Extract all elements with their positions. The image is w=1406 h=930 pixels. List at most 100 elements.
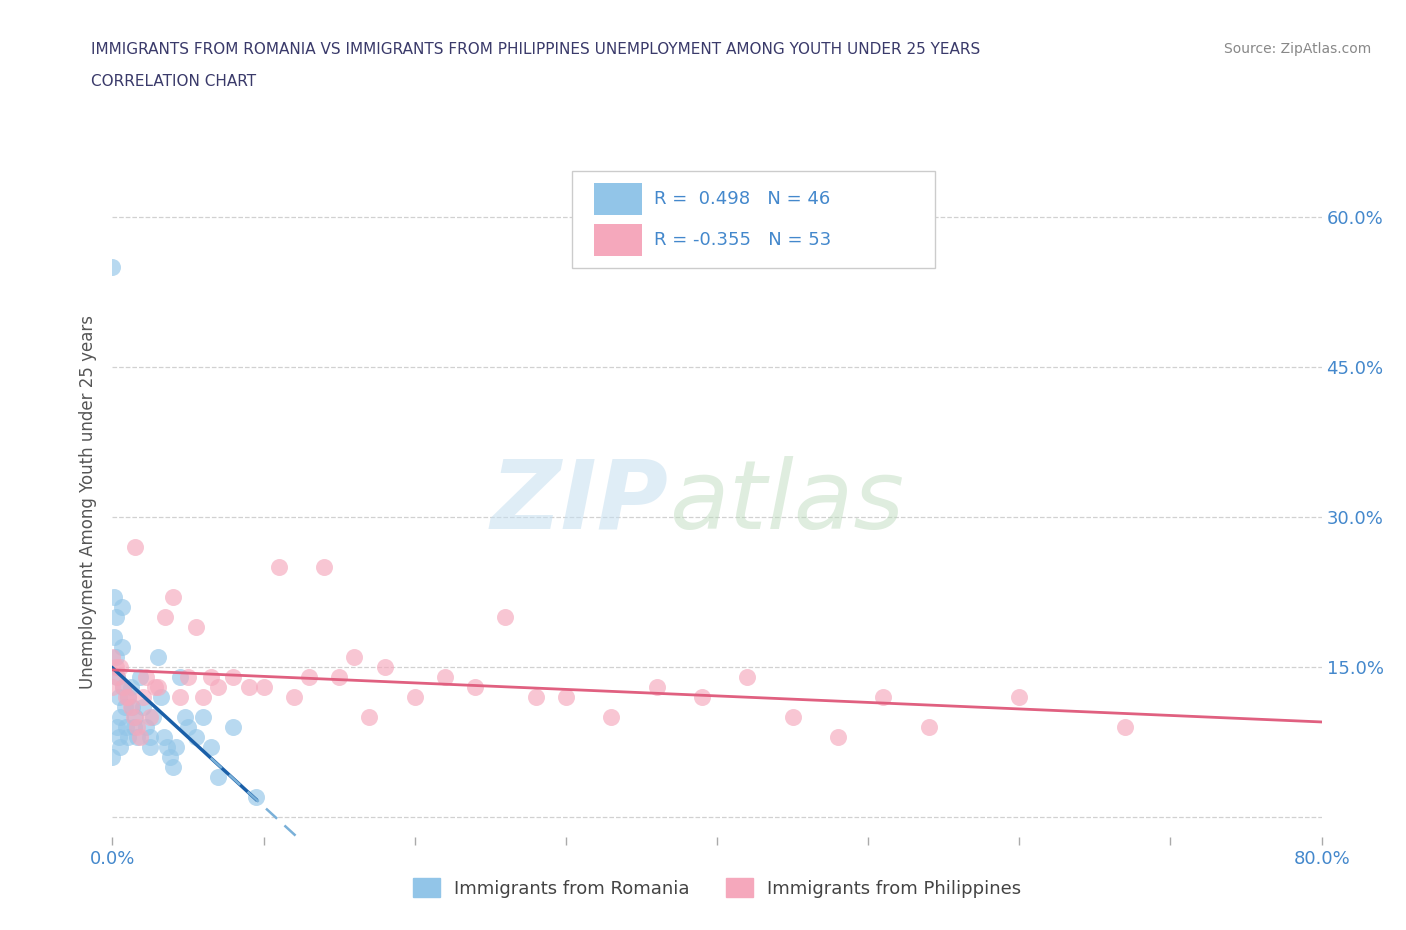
Point xyxy=(122,710,145,724)
Point xyxy=(105,720,128,735)
Text: R = -0.355   N = 53: R = -0.355 N = 53 xyxy=(654,231,831,248)
Point xyxy=(174,710,197,724)
Point xyxy=(495,610,517,625)
Point xyxy=(374,659,396,674)
Point xyxy=(110,600,132,615)
Point xyxy=(132,690,155,705)
Point xyxy=(433,670,456,684)
Point xyxy=(1008,690,1031,705)
Point xyxy=(872,690,894,705)
Point xyxy=(132,699,155,714)
FancyBboxPatch shape xyxy=(593,183,643,215)
Point xyxy=(238,680,260,695)
Point xyxy=(142,710,165,724)
Point xyxy=(117,690,139,705)
Point xyxy=(177,670,200,684)
Point xyxy=(245,790,267,804)
Point xyxy=(139,739,162,754)
Point xyxy=(690,690,713,705)
Point xyxy=(156,739,179,754)
Point xyxy=(298,670,321,684)
Point xyxy=(177,720,200,735)
Point xyxy=(143,680,166,695)
Point xyxy=(165,739,187,754)
Point xyxy=(155,610,177,625)
Point xyxy=(645,680,668,695)
Point xyxy=(115,720,138,735)
Point xyxy=(117,730,139,745)
Point xyxy=(524,690,547,705)
Point xyxy=(162,760,184,775)
Point xyxy=(159,750,181,764)
Point xyxy=(184,730,207,745)
Point xyxy=(104,650,127,665)
Point xyxy=(169,670,191,684)
Point xyxy=(827,730,849,745)
Point xyxy=(149,690,172,705)
Point xyxy=(114,699,136,714)
FancyBboxPatch shape xyxy=(572,171,935,268)
Point xyxy=(200,670,222,684)
Point xyxy=(125,720,148,735)
Point xyxy=(117,690,139,705)
Point xyxy=(139,710,162,724)
Point xyxy=(146,680,169,695)
Point xyxy=(207,770,229,785)
Point xyxy=(918,720,941,735)
Point xyxy=(169,690,191,705)
Point xyxy=(283,690,305,705)
Point xyxy=(101,650,124,665)
Point xyxy=(464,680,486,695)
Point xyxy=(101,259,124,274)
Point xyxy=(108,659,131,674)
Point xyxy=(191,690,214,705)
Point xyxy=(115,690,138,705)
Point xyxy=(184,619,207,634)
Point xyxy=(105,670,128,684)
Point xyxy=(404,690,426,705)
Legend: Immigrants from Romania, Immigrants from Philippines: Immigrants from Romania, Immigrants from… xyxy=(405,871,1029,905)
Point xyxy=(128,730,150,745)
Point xyxy=(125,730,148,745)
Text: IMMIGRANTS FROM ROMANIA VS IMMIGRANTS FROM PHILIPPINES UNEMPLOYMENT AMONG YOUTH : IMMIGRANTS FROM ROMANIA VS IMMIGRANTS FR… xyxy=(91,42,980,57)
Point xyxy=(200,739,222,754)
Point xyxy=(107,730,129,745)
Point xyxy=(110,640,132,655)
Point xyxy=(135,720,157,735)
Point xyxy=(328,670,350,684)
Text: atlas: atlas xyxy=(669,456,904,549)
Point xyxy=(112,680,135,695)
Point xyxy=(104,659,127,674)
Point xyxy=(146,650,169,665)
Point xyxy=(124,539,146,554)
Point xyxy=(207,680,229,695)
Point xyxy=(153,730,176,745)
Point xyxy=(139,730,162,745)
Text: ZIP: ZIP xyxy=(491,456,669,549)
Point xyxy=(782,710,804,724)
Point xyxy=(112,680,135,695)
Point xyxy=(101,680,124,695)
FancyBboxPatch shape xyxy=(593,223,643,256)
Text: CORRELATION CHART: CORRELATION CHART xyxy=(91,74,256,89)
Point xyxy=(359,710,381,724)
Point xyxy=(107,690,129,705)
Point xyxy=(104,610,127,625)
Point xyxy=(103,590,125,604)
Point xyxy=(222,670,245,684)
Point xyxy=(191,710,214,724)
Point xyxy=(1114,720,1136,735)
Point xyxy=(314,560,336,575)
Point xyxy=(121,699,143,714)
Point xyxy=(162,590,184,604)
Point xyxy=(108,710,131,724)
Point xyxy=(343,650,366,665)
Point xyxy=(101,750,124,764)
Point xyxy=(267,560,290,575)
Point xyxy=(105,670,128,684)
Point xyxy=(253,680,276,695)
Y-axis label: Unemployment Among Youth under 25 years: Unemployment Among Youth under 25 years xyxy=(79,315,97,689)
Point xyxy=(128,670,150,684)
Point xyxy=(135,670,157,684)
Point xyxy=(222,720,245,735)
